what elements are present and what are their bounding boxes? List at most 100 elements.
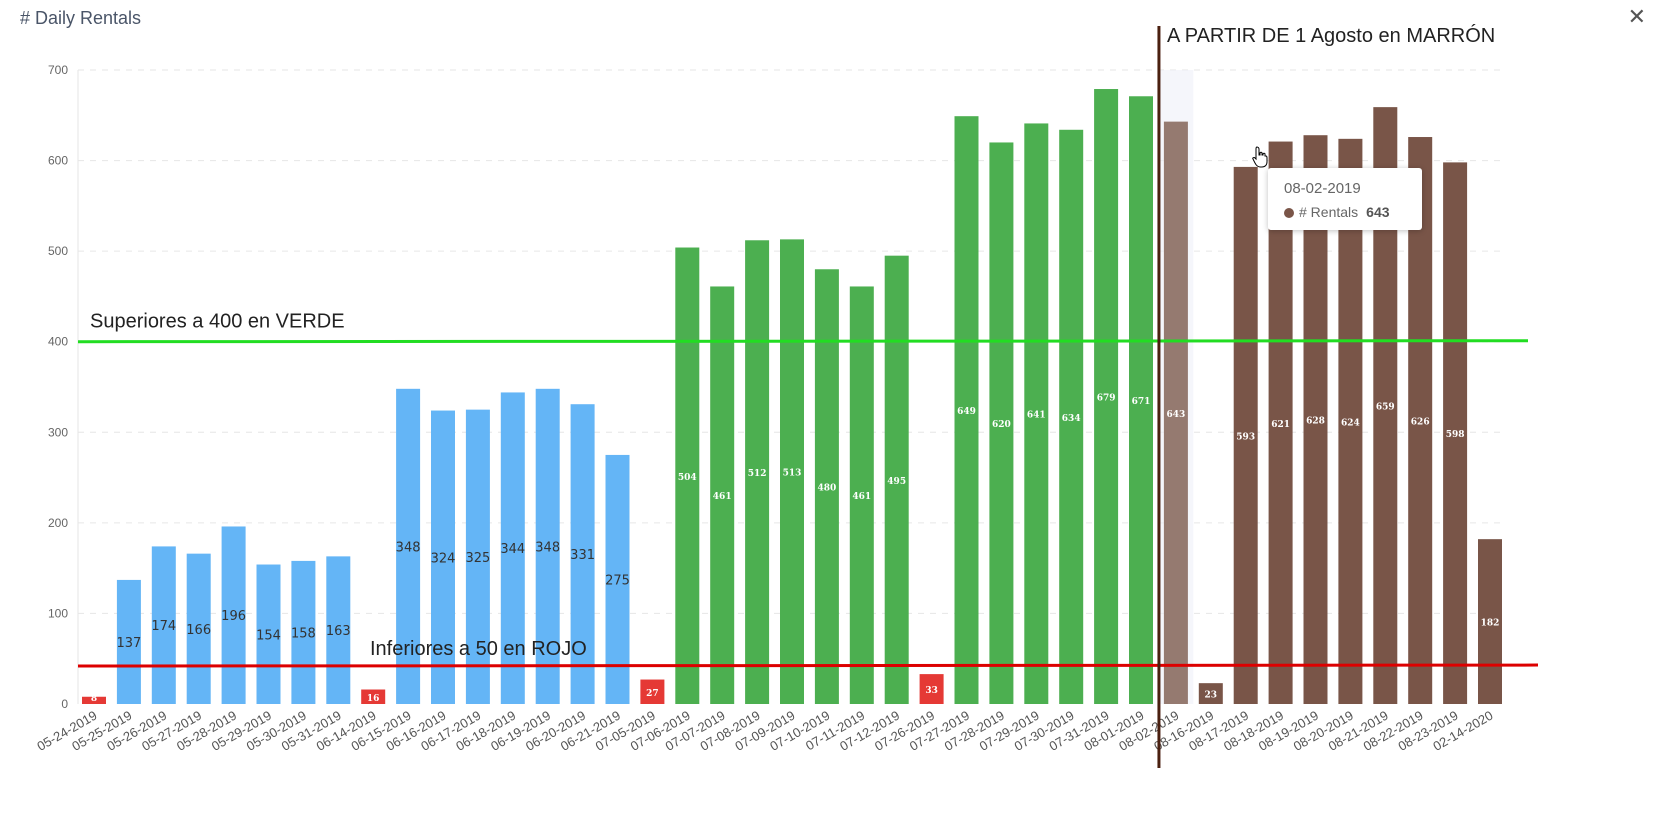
bar-value-label: 154 xyxy=(256,628,281,643)
bar[interactable] xyxy=(675,247,700,704)
bar-value-label: 628 xyxy=(1306,417,1325,427)
data-labels: 8 137 174 166 196 154 158 163 16 348 324 325 344 348 3… xyxy=(91,394,1500,704)
bar-value-label: 331 xyxy=(570,548,595,563)
hand-cursor-icon xyxy=(1252,146,1268,168)
bar-value-label: 643 xyxy=(1167,410,1186,420)
bar[interactable] xyxy=(1443,162,1468,704)
bar[interactable] xyxy=(1408,137,1433,705)
bar-tooltip: 08-02-2019 # Rentals 643 xyxy=(1268,168,1422,230)
bar[interactable] xyxy=(989,142,1014,704)
bar-value-label: 166 xyxy=(186,623,211,638)
bar-value-label: 182 xyxy=(1481,619,1500,629)
bar[interactable] xyxy=(186,553,211,704)
bar-value-label: 325 xyxy=(465,551,490,566)
bar[interactable] xyxy=(745,240,770,704)
bars xyxy=(82,89,1502,705)
y-tick-label: 200 xyxy=(48,516,68,530)
bar[interactable] xyxy=(1198,683,1223,704)
bar-value-label: 324 xyxy=(431,551,456,566)
y-tick-label: 400 xyxy=(48,335,68,349)
red-reference-line xyxy=(77,663,1539,668)
bar-value-label: 174 xyxy=(151,619,176,634)
y-tick-label: 0 xyxy=(61,697,68,711)
bar[interactable] xyxy=(605,454,630,704)
bar[interactable] xyxy=(221,526,246,704)
bar[interactable] xyxy=(884,255,909,704)
bar-value-label: 504 xyxy=(678,473,697,483)
bar[interactable] xyxy=(1163,121,1188,704)
bar-value-label: 624 xyxy=(1341,418,1360,428)
bar[interactable] xyxy=(780,239,804,704)
bar[interactable] xyxy=(326,556,351,704)
bar[interactable] xyxy=(849,286,874,704)
tooltip-value: 643 xyxy=(1366,204,1390,220)
bar[interactable] xyxy=(116,579,141,704)
bar[interactable] xyxy=(1268,141,1293,705)
close-icon[interactable]: ✕ xyxy=(1627,5,1646,30)
x-axis-ticks: 05-24-201905-25-201905-26-201905-27-2019… xyxy=(34,708,1495,754)
bar[interactable] xyxy=(465,409,490,704)
tooltip-series-label: # Rentals xyxy=(1299,204,1359,220)
red-line-annotation: Inferiores a 50 en ROJO xyxy=(370,638,587,660)
bar[interactable] xyxy=(1129,96,1153,704)
bar-value-label: 480 xyxy=(818,484,837,494)
green-line-annotation: Superiores a 400 en VERDE xyxy=(90,311,345,333)
bar-value-label: 23 xyxy=(1205,691,1218,701)
y-axis-ticks: 0 100 200 300 400 500 600 700 xyxy=(48,63,68,711)
bar[interactable] xyxy=(1478,539,1502,704)
bar-value-label: 679 xyxy=(1097,394,1116,404)
bar-value-label: 512 xyxy=(748,469,767,479)
bar[interactable] xyxy=(954,116,979,705)
bar-value-label: 196 xyxy=(221,609,246,624)
bar[interactable] xyxy=(535,388,560,704)
bar[interactable] xyxy=(1024,123,1049,705)
bar[interactable] xyxy=(1233,166,1258,704)
bar-value-label: 641 xyxy=(1027,411,1046,421)
bar-value-label: 659 xyxy=(1376,403,1395,413)
bar[interactable] xyxy=(500,392,525,704)
bar[interactable] xyxy=(82,696,106,704)
bar-value-label: 461 xyxy=(852,492,871,502)
bar-value-label: 348 xyxy=(396,540,421,555)
y-tick-label: 100 xyxy=(48,606,68,620)
bar-value-label: 621 xyxy=(1271,420,1290,430)
bar[interactable] xyxy=(710,286,735,704)
bar-value-label: 158 xyxy=(291,626,316,641)
bar[interactable] xyxy=(1303,135,1328,704)
bar[interactable] xyxy=(361,689,386,704)
bar[interactable] xyxy=(291,560,316,704)
bar-value-label: 27 xyxy=(646,689,659,699)
bar[interactable] xyxy=(256,564,281,704)
bar-value-label: 344 xyxy=(500,542,525,557)
bar[interactable] xyxy=(431,410,455,704)
bar-value-label: 16 xyxy=(367,694,380,704)
bar-value-label: 8 xyxy=(91,694,97,704)
bar-value-label: 626 xyxy=(1411,418,1430,428)
bar[interactable] xyxy=(919,674,944,704)
bar[interactable] xyxy=(1094,89,1119,704)
bar[interactable] xyxy=(396,388,421,704)
bar-value-label: 275 xyxy=(605,573,630,588)
bar-value-label: 137 xyxy=(116,636,141,651)
bar-value-label: 348 xyxy=(535,540,560,555)
reference-lines xyxy=(77,26,1539,768)
bar[interactable] xyxy=(640,679,665,704)
bar[interactable] xyxy=(151,546,176,704)
bar-value-label: 33 xyxy=(925,686,938,696)
bar-value-label: 163 xyxy=(326,624,351,639)
tooltip-row: # Rentals 643 xyxy=(1284,204,1390,220)
panel-title: # Daily Rentals xyxy=(20,8,142,28)
y-tick-label: 300 xyxy=(48,425,68,439)
y-tick-label: 600 xyxy=(48,154,68,168)
bar[interactable] xyxy=(1338,138,1363,704)
bar[interactable] xyxy=(1059,129,1084,704)
bar[interactable] xyxy=(570,404,595,704)
bar-value-label: 671 xyxy=(1132,397,1151,407)
tooltip-date: 08-02-2019 xyxy=(1284,180,1361,197)
vertical-line-annotation: A PARTIR DE 1 Agosto en MARRÓN xyxy=(1167,24,1495,47)
bar-value-label: 598 xyxy=(1446,430,1465,440)
bar-value-label: 495 xyxy=(887,477,906,487)
tooltip-series-dot xyxy=(1284,208,1294,218)
bar-value-label: 593 xyxy=(1236,432,1255,442)
bar-value-label: 649 xyxy=(957,407,976,417)
